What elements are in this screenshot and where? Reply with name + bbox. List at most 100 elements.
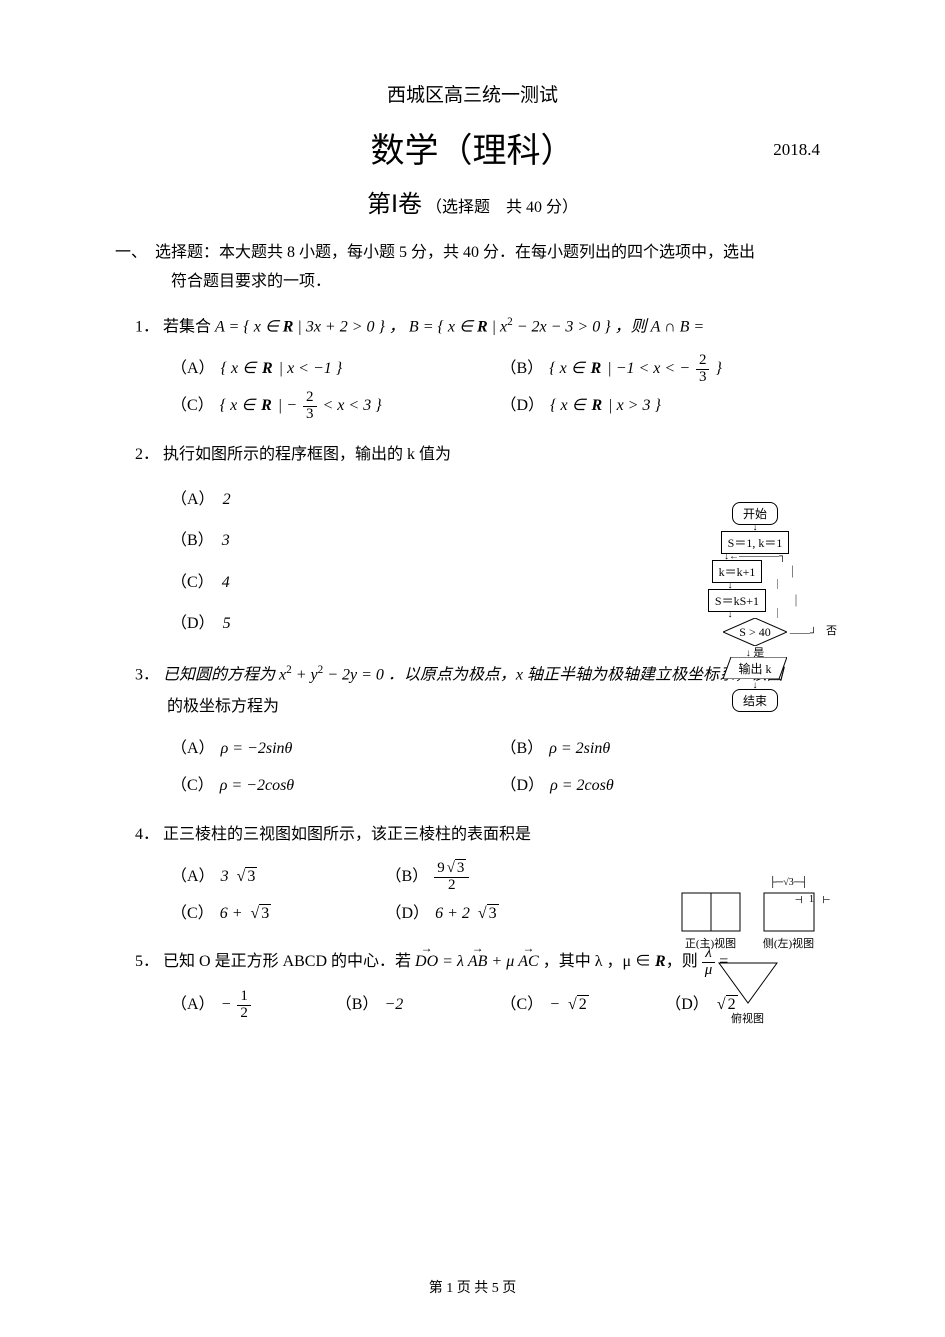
- q3-optC: ρ = −2cosθ: [220, 768, 294, 805]
- front-view: 正(主)视图: [681, 892, 741, 951]
- exam-title: 数学（理科）: [115, 123, 830, 172]
- q1-optC-3: < x < 3 }: [323, 388, 382, 425]
- fc-no: 否: [826, 622, 837, 638]
- q1-optD-1: { x ∈: [550, 388, 585, 425]
- front-label: 正(主)视图: [681, 935, 741, 951]
- q3-optB-label: （B）: [501, 731, 544, 768]
- q1-options: （A） { x ∈ R | x < −1 } （B） { x ∈ R | −1 …: [171, 351, 830, 425]
- q5-optA-pre: −: [221, 987, 232, 1024]
- q1-B: B = { x ∈: [409, 318, 477, 335]
- q1-optB-R: R: [591, 351, 602, 388]
- q5-optA-label: （A）: [171, 987, 215, 1024]
- q1-R2: R: [477, 318, 488, 335]
- q1-A2: | 3x + 2 > 0 } ，: [293, 318, 405, 335]
- q5-opt-c: （C）− 2: [501, 987, 666, 1024]
- q3-opt-d: （D）ρ = 2cosθ: [501, 768, 831, 805]
- q5-optD-rad: 2: [726, 995, 738, 1013]
- q2-optA: 2: [223, 491, 231, 508]
- q3-options: （A）ρ = −2sinθ （B）ρ = 2sinθ （C）ρ = −2cosθ…: [171, 731, 830, 805]
- q1-optC-1: { x ∈: [220, 388, 255, 425]
- fc-out-text: 输出 k: [723, 657, 787, 679]
- top-view: 俯视图: [650, 959, 845, 1026]
- q4-optD-label: （D）: [386, 896, 430, 933]
- q1-optC-label: （C）: [171, 388, 214, 425]
- section-intro: 一、 选择题：本大题共 8 小题，每小题 5 分，共 40 分．在每小题列出的四…: [115, 239, 830, 297]
- q5-optA-den: 2: [237, 1006, 251, 1022]
- fc-arrow-5: ↓ 是: [675, 650, 835, 657]
- q5-optC-rad: 2: [577, 995, 589, 1013]
- q4-opt-c: （C）6 + 3: [171, 896, 386, 933]
- q1-B2: | x: [488, 318, 508, 335]
- q4-optB-rad: 3: [455, 859, 467, 876]
- q2-optB-label: （B）: [171, 532, 206, 549]
- exam-date: 2018.4: [773, 140, 820, 160]
- q1-R1: R: [283, 318, 294, 335]
- q1-optA-R: R: [262, 351, 273, 388]
- q5-a: 已知 O 是正方形 ABCD 的中心．若: [163, 953, 415, 970]
- flowchart-diagram: 开始 ↓ S＝1, k＝1 ↓←――――┐ k＝k+1 ｜ ↓ ｜ S＝kS+1…: [675, 502, 835, 712]
- q3-optB: ρ = 2sinθ: [549, 731, 610, 768]
- q2-stem: 执行如图所示的程序框图，输出的 k 值为: [163, 446, 451, 463]
- q1-opt-b: （B） { x ∈ R | −1 < x < − 23 }: [501, 351, 831, 388]
- part-header: 第Ⅰ卷 （选择题 共 40 分）: [115, 184, 830, 219]
- q1-optD-R: R: [592, 388, 603, 425]
- q4-optC: 6 +: [220, 896, 243, 933]
- q1-opt-a: （A） { x ∈ R | x < −1 }: [171, 351, 501, 388]
- q3-optC-label: （C）: [171, 768, 214, 805]
- q4-optB-label: （B）: [386, 859, 429, 896]
- q2-optC-label: （C）: [171, 574, 206, 591]
- q4-opt-a: （A）33: [171, 859, 386, 896]
- q5-opt-b: （B）−2: [336, 987, 501, 1024]
- question-1: 1． 若集合 A = { x ∈ R | 3x + 2 > 0 } ， B = …: [135, 311, 830, 343]
- q1-num: 1．: [135, 318, 159, 335]
- q4-optD: 6 + 2: [435, 896, 470, 933]
- q4-optA-rad: 3: [245, 867, 257, 885]
- top-label: 俯视图: [650, 1010, 845, 1026]
- q1-optA-label: （A）: [171, 351, 215, 388]
- q3-a: 已知圆的方程为 x: [163, 666, 286, 683]
- page-footer: 第 1 页 共 5 页: [0, 1277, 945, 1297]
- fc-end: 结束: [732, 689, 778, 712]
- q5-opt-a: （A）− 12: [171, 987, 336, 1024]
- q1-opt-d: （D） { x ∈ R | x > 3 }: [501, 388, 831, 425]
- question-2: 2． 执行如图所示的程序框图，输出的 k 值为: [135, 439, 830, 471]
- q3-optA: ρ = −2sinθ: [221, 731, 293, 768]
- part-label-small: （选择题 共 40 分）: [426, 199, 578, 216]
- q4-options: （A）33 （B） 932 （C）6 + 3 （D）6 + 23: [171, 859, 600, 933]
- q3-b: + y: [292, 666, 318, 683]
- section-line1: 一、 选择题：本大题共 8 小题，每小题 5 分，共 40 分．在每小题列出的四…: [115, 244, 755, 261]
- q1-optB-label: （B）: [501, 351, 544, 388]
- q5-optB: −2: [384, 987, 403, 1024]
- fc-cond-text: S > 40: [723, 618, 787, 646]
- q3-opt-b: （B）ρ = 2sinθ: [501, 731, 831, 768]
- q2-optC: 4: [222, 574, 230, 591]
- dim-w: √3: [783, 877, 794, 888]
- fc-cond: S > 40: [723, 618, 787, 646]
- q3-opt-c: （C）ρ = −2cosθ: [171, 768, 501, 805]
- q4-optA-label: （A）: [171, 859, 215, 896]
- q3-optA-label: （A）: [171, 731, 215, 768]
- question-4: 4． 正三棱柱的三视图如图所示，该正三棱柱的表面积是: [135, 819, 830, 851]
- q1-optB-1: { x ∈: [549, 351, 584, 388]
- q5-optC-pre: −: [549, 987, 560, 1024]
- q2-optD-label: （D）: [171, 615, 207, 632]
- q1-optB-fden: 3: [696, 370, 710, 386]
- q2-optB: 3: [222, 532, 230, 549]
- q4-stem: 正三棱柱的三视图如图所示，该正三棱柱的表面积是: [163, 826, 531, 843]
- dim-h: 1: [809, 894, 814, 905]
- q1-optA-1: { x ∈: [221, 351, 256, 388]
- q3-num: 3．: [135, 666, 159, 683]
- q1-A: A = { x ∈: [215, 318, 283, 335]
- q5-DO: DO: [415, 946, 438, 978]
- q4-opt-d: （D）6 + 23: [386, 896, 601, 933]
- q1-optB-2: | −1 < x < −: [607, 351, 690, 388]
- q1-opt-c: （C） { x ∈ R | − 23 < x < 3 }: [171, 388, 501, 425]
- q5-d: ，其中 λ ，μ ∈: [543, 953, 655, 970]
- three-views-diagram: 正(主)视图 ├─√3─┤ ┬1┴ 侧(左)视图 俯视图: [650, 892, 845, 1026]
- part-label-big: 第Ⅰ卷: [367, 192, 422, 218]
- q4-optC-label: （C）: [171, 896, 214, 933]
- fc-out: 输出 k: [723, 657, 787, 679]
- q5-options: （A）− 12 （B）−2 （C）− 2 （D）2: [171, 987, 830, 1024]
- q5-b: = λ: [442, 953, 468, 970]
- q5-optA-num: 1: [237, 989, 251, 1006]
